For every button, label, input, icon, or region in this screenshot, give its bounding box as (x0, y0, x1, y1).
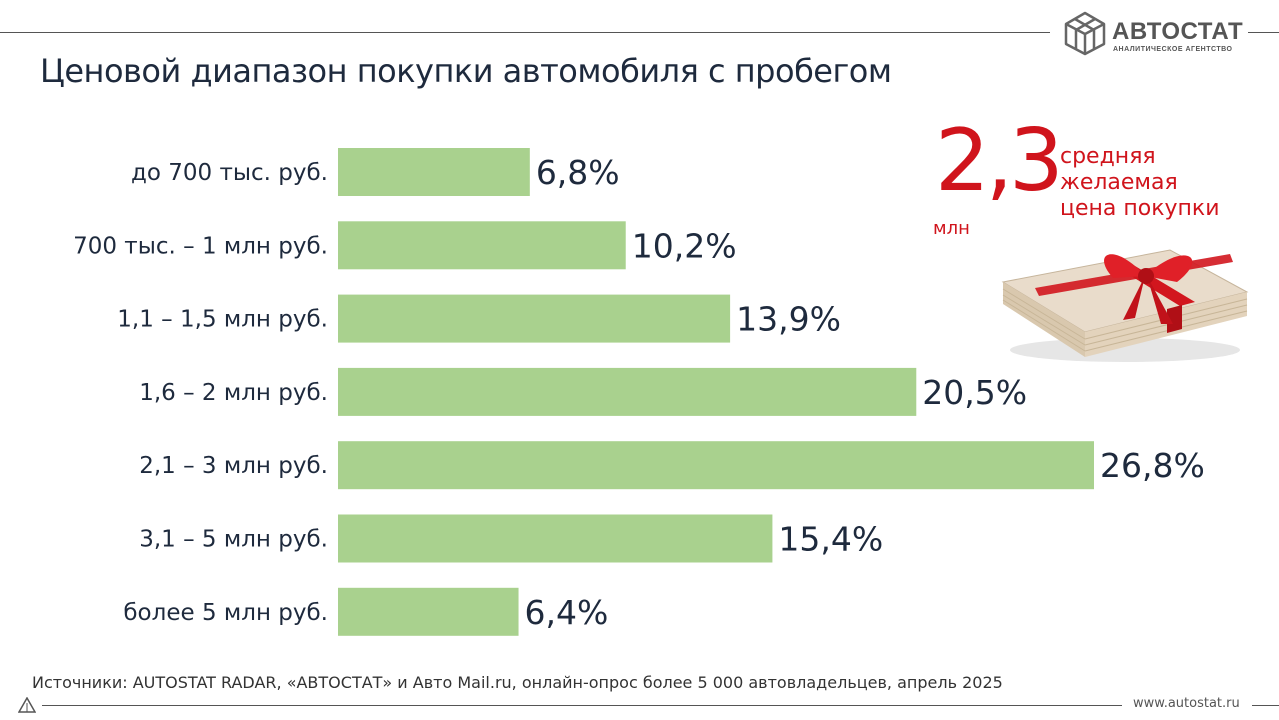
money-stack-gift-icon (1001, 249, 1249, 362)
category-label: 2,1 – 3 млн руб. (139, 453, 328, 479)
value-label: 6,8% (536, 153, 620, 192)
callout-line: средняя (1060, 144, 1156, 169)
bar (338, 514, 773, 563)
value-label: 20,5% (922, 373, 1027, 412)
bar (338, 441, 1094, 490)
footer-rule-right (1252, 705, 1279, 706)
logo-name: АВТОСТАТ (1112, 18, 1244, 45)
website-link[interactable]: www.autostat.ru (1133, 696, 1240, 711)
value-label: 6,4% (525, 593, 609, 632)
footer-rule-left (42, 705, 1122, 706)
callout-unit: млн (933, 218, 970, 239)
category-label: 1,6 – 2 млн руб. (139, 380, 328, 406)
value-label: 26,8% (1100, 446, 1205, 485)
source-note: Источники: AUTOSTAT RADAR, «АВТОСТАТ» и … (32, 673, 1003, 692)
category-label: 3,1 – 5 млн руб. (139, 527, 328, 553)
bar (338, 294, 731, 343)
bar (338, 148, 530, 196)
callout-line: желаемая (1060, 170, 1178, 195)
header-rule-left (0, 32, 1050, 33)
category-label: более 5 млн руб. (123, 600, 328, 626)
value-label: 13,9% (736, 300, 841, 339)
logo-subtitle: АНАЛИТИЧЕСКОЕ АГЕНТСТВО (1113, 46, 1233, 53)
bar (338, 587, 519, 636)
callout-value: 2,3 (935, 111, 1064, 211)
autostat-logo: АВТОСТАТ АНАЛИТИЧЕСКОЕ АГЕНТСТВО (1062, 10, 1252, 56)
callout-line: цена покупки (1060, 196, 1220, 221)
value-label: 15,4% (778, 520, 883, 559)
bar (338, 367, 917, 416)
callout-caption: средняя желаемая цена покупки (1060, 144, 1260, 222)
category-label: 1,1 – 1,5 млн руб. (117, 307, 328, 333)
triangle-logo-icon (18, 697, 36, 713)
value-label: 10,2% (632, 226, 737, 265)
autostat-logo-icon (1064, 11, 1106, 56)
header-rule-right (1248, 32, 1279, 33)
bar (338, 221, 626, 270)
page-title: Ценовой диапазон покупки автомобиля с пр… (40, 52, 892, 90)
category-label: до 700 тыс. руб. (131, 160, 328, 186)
category-label: 700 тыс. – 1 млн руб. (73, 233, 328, 259)
